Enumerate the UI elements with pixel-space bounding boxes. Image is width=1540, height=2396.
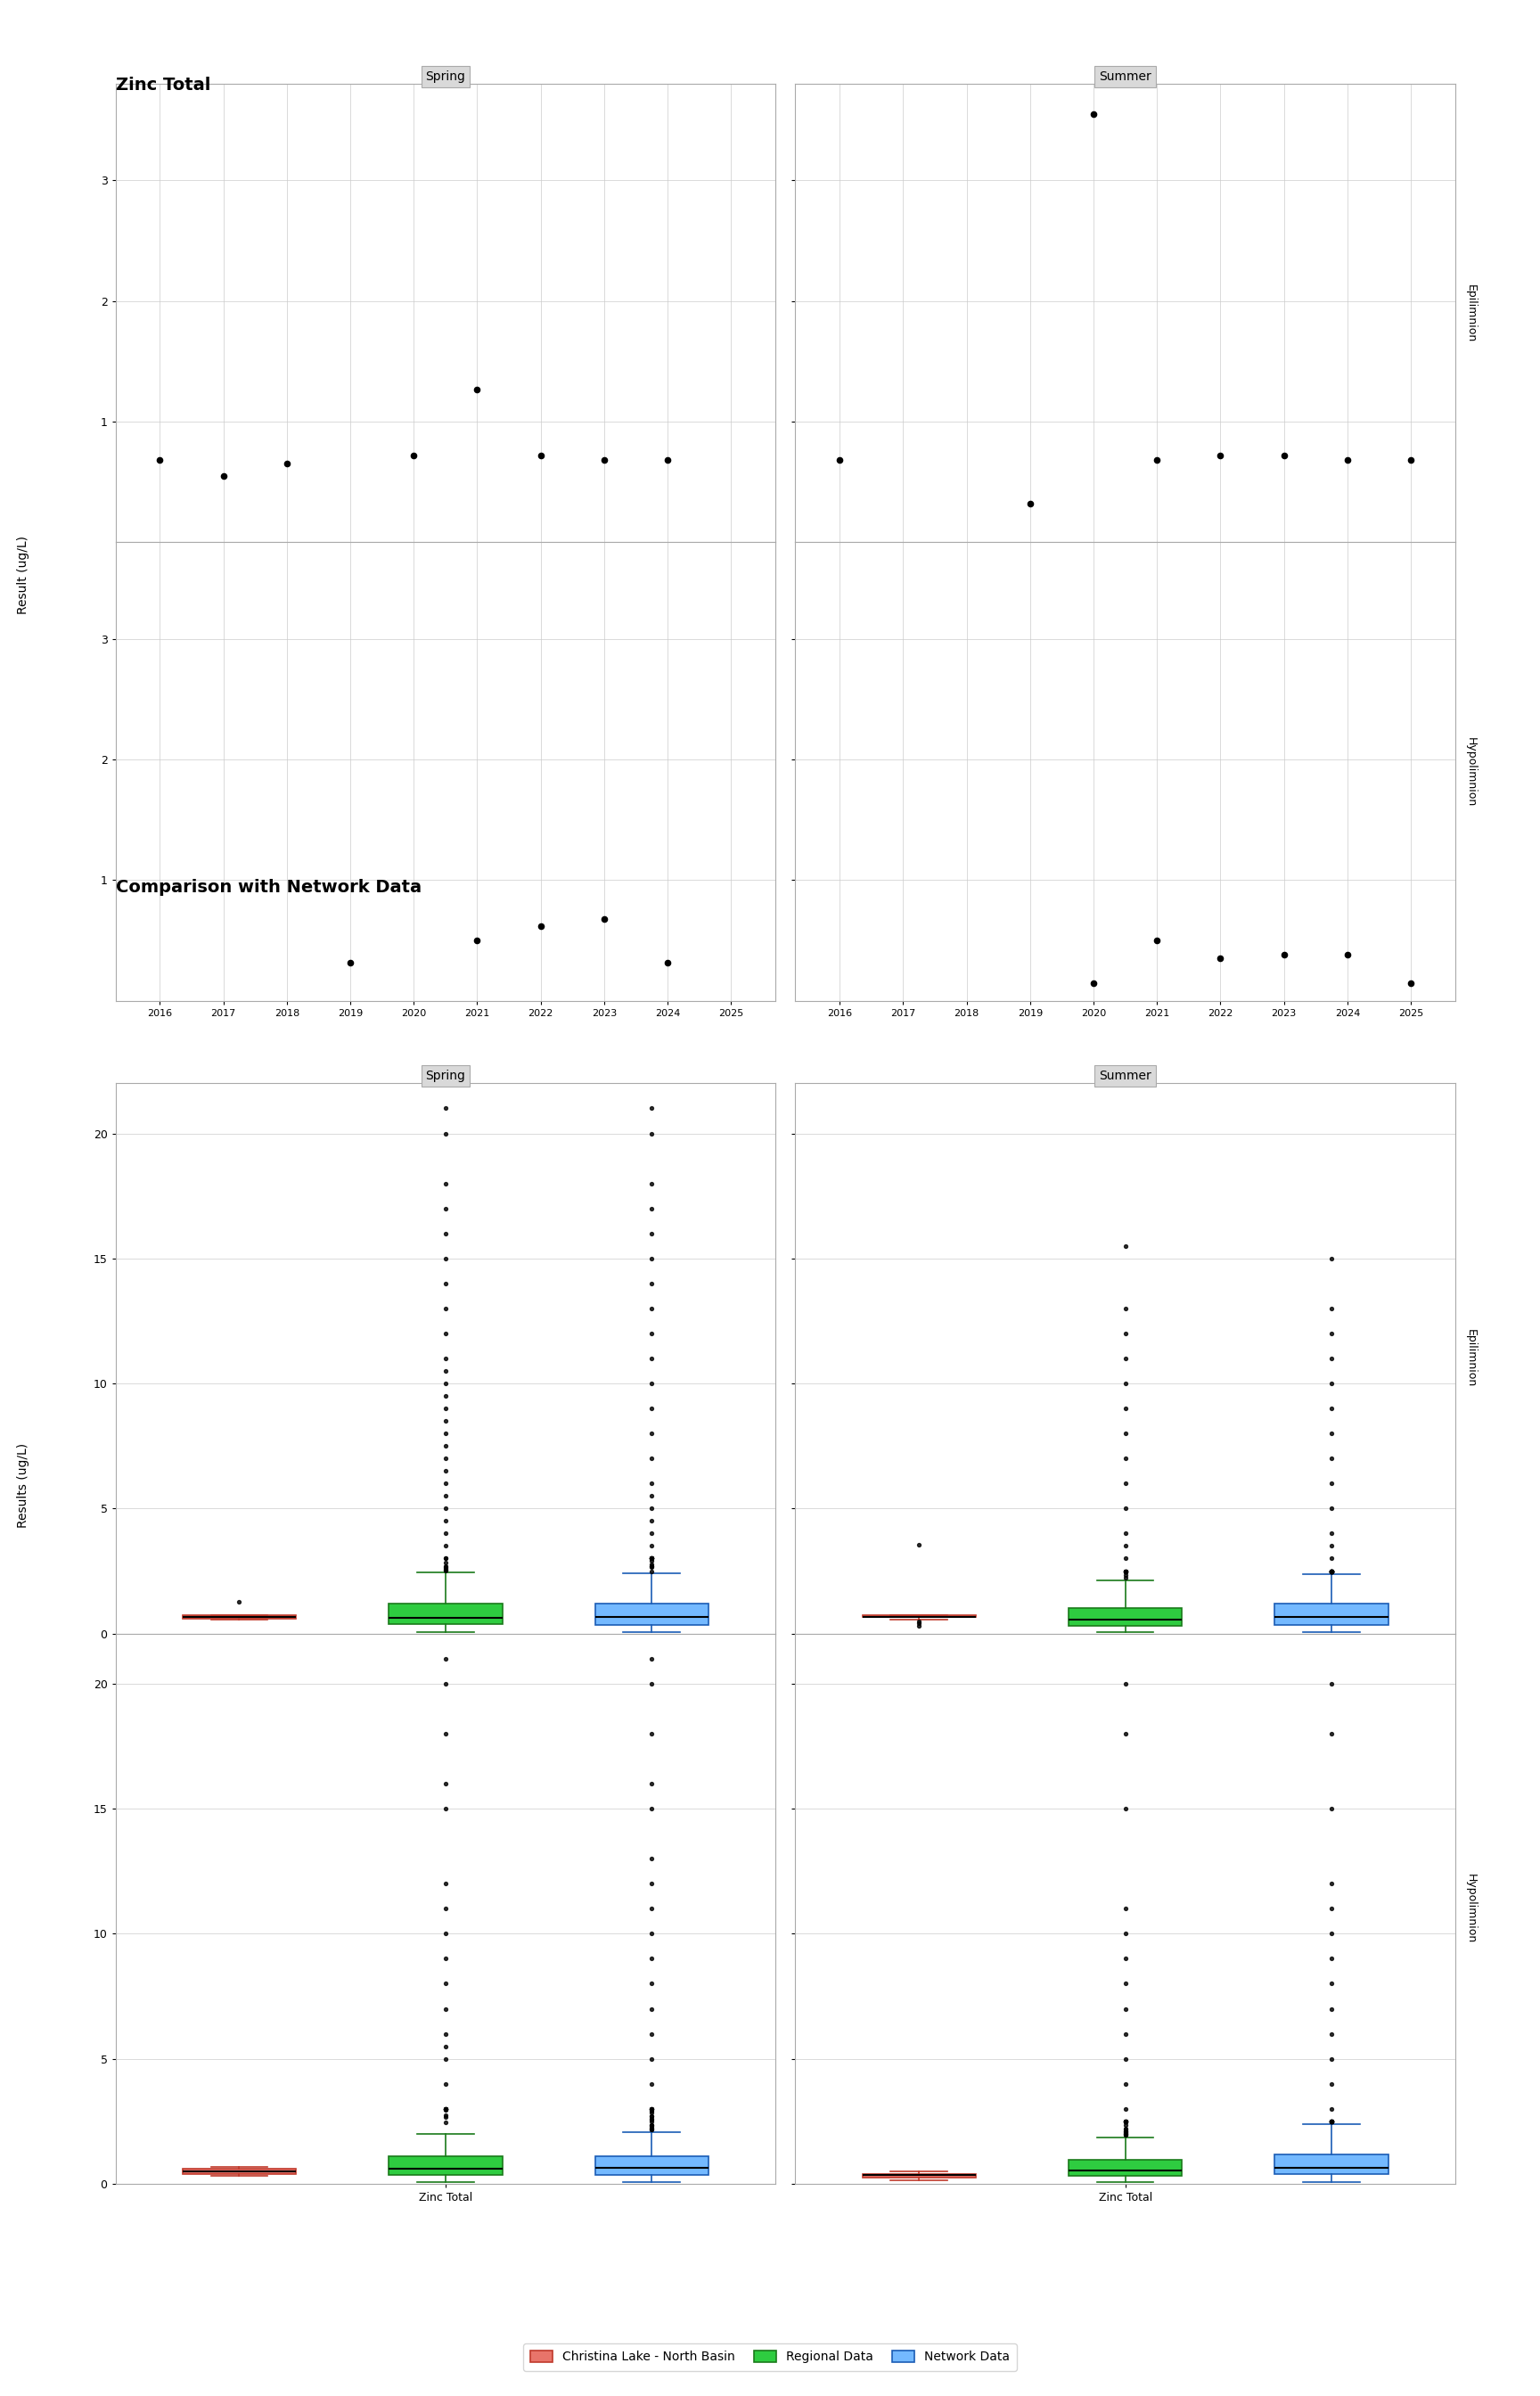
Point xyxy=(1335,937,1360,975)
Point xyxy=(465,369,490,407)
Point xyxy=(591,898,616,937)
Point xyxy=(1018,484,1043,522)
Point xyxy=(656,441,681,479)
PathPatch shape xyxy=(388,2156,502,2176)
PathPatch shape xyxy=(594,1603,708,1624)
Text: Comparison with Network Data: Comparison with Network Data xyxy=(116,879,422,896)
Text: Hypolimnion: Hypolimnion xyxy=(1465,736,1477,807)
PathPatch shape xyxy=(1069,2159,1183,2176)
Point xyxy=(1209,939,1234,978)
Text: Epilimnion: Epilimnion xyxy=(1465,285,1477,343)
Point xyxy=(1398,441,1423,479)
Point xyxy=(274,446,299,484)
Point xyxy=(148,441,172,479)
Point xyxy=(1335,441,1360,479)
Point xyxy=(656,944,681,982)
Title: Spring: Spring xyxy=(425,1071,465,1083)
Point xyxy=(337,944,362,982)
PathPatch shape xyxy=(1275,2154,1388,2173)
Text: Result (ug/L): Result (ug/L) xyxy=(17,537,29,613)
Title: Summer: Summer xyxy=(1100,69,1152,84)
Point xyxy=(827,441,852,479)
Point xyxy=(1272,937,1297,975)
Text: Results (ug/L): Results (ug/L) xyxy=(17,1442,29,1529)
Text: Epilimnion: Epilimnion xyxy=(1465,1330,1477,1387)
Point xyxy=(402,436,427,474)
Point xyxy=(591,441,616,479)
Point xyxy=(528,906,553,944)
Text: Hypolimnion: Hypolimnion xyxy=(1465,1874,1477,1943)
Title: Summer: Summer xyxy=(1100,1071,1152,1083)
PathPatch shape xyxy=(1069,1608,1183,1627)
Point xyxy=(1144,441,1169,479)
Point xyxy=(1081,963,1106,1002)
Point xyxy=(1209,436,1234,474)
Point xyxy=(1272,436,1297,474)
Point xyxy=(528,436,553,474)
Point xyxy=(1398,963,1423,1002)
Point xyxy=(1081,96,1106,134)
PathPatch shape xyxy=(388,1603,502,1624)
Point xyxy=(1144,922,1169,961)
Text: Zinc Total: Zinc Total xyxy=(116,77,211,93)
Point xyxy=(465,922,490,961)
Title: Spring: Spring xyxy=(425,69,465,84)
PathPatch shape xyxy=(183,2168,296,2173)
Point xyxy=(211,458,236,496)
PathPatch shape xyxy=(594,2156,708,2176)
PathPatch shape xyxy=(862,2173,976,2178)
PathPatch shape xyxy=(1275,1603,1388,1624)
Legend: Christina Lake - North Basin, Regional Data, Network Data: Christina Lake - North Basin, Regional D… xyxy=(524,2343,1016,2370)
PathPatch shape xyxy=(183,1615,296,1617)
